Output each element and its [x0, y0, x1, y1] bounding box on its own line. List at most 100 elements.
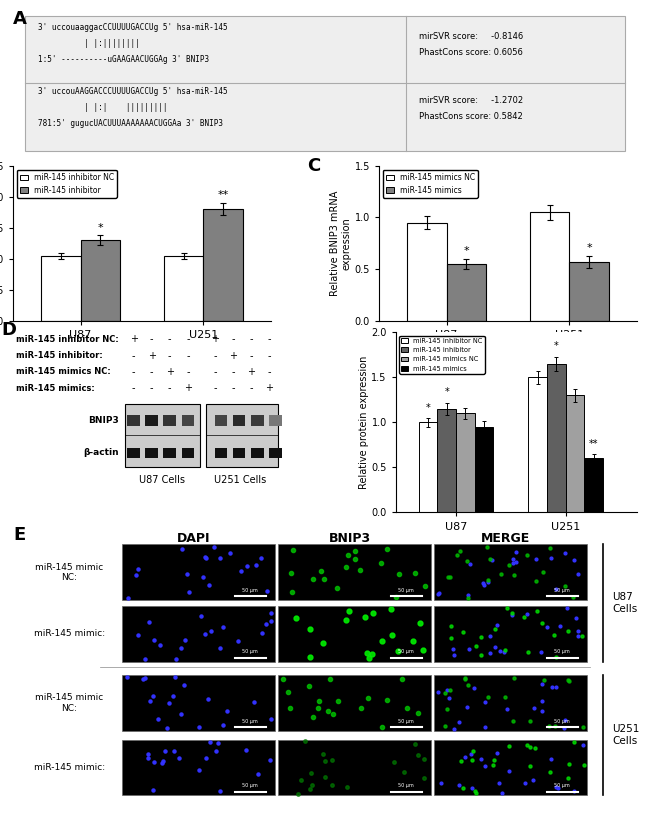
Text: -: -	[150, 334, 153, 344]
Bar	[547, 364, 566, 512]
Text: **: **	[589, 439, 599, 449]
Bar	[584, 458, 603, 512]
Text: +: +	[211, 334, 219, 344]
Text: BNIP3: BNIP3	[88, 416, 118, 425]
Text: -: -	[186, 334, 190, 344]
Bar	[203, 209, 242, 321]
Bar	[269, 447, 281, 458]
Bar	[181, 415, 194, 426]
Bar	[163, 415, 176, 426]
Text: miR-145 mimic:: miR-145 mimic:	[34, 630, 105, 638]
Text: U87
Cells: U87 Cells	[612, 592, 637, 614]
Text: 50 μm: 50 μm	[554, 588, 570, 593]
Text: -: -	[213, 351, 216, 361]
Text: -: -	[168, 334, 172, 344]
Text: -: -	[250, 351, 253, 361]
Text: -: -	[150, 383, 153, 393]
Bar	[122, 740, 275, 796]
Bar	[164, 256, 203, 321]
Bar	[474, 426, 493, 512]
Text: BNIP3: BNIP3	[329, 531, 371, 545]
Bar	[163, 447, 176, 458]
Legend: miR-145 inhibitor NC, miR-145 inhibitor, miR-145 mimics NC, miR-145 mimics: miR-145 inhibitor NC, miR-145 inhibitor,…	[399, 336, 484, 373]
Text: *: *	[445, 387, 449, 397]
Bar	[81, 240, 120, 321]
Text: -: -	[231, 367, 235, 377]
Text: miR-145 inhibitor:: miR-145 inhibitor:	[16, 352, 103, 360]
Text: | |:|    |||||||||: | |:| |||||||||	[38, 103, 168, 112]
Bar	[146, 415, 158, 426]
Text: **: **	[217, 191, 229, 201]
Text: U251 Cells: U251 Cells	[214, 475, 266, 485]
Text: -: -	[186, 367, 190, 377]
Text: miR-145 mimics:: miR-145 mimics:	[16, 384, 95, 392]
Text: miR-145 mimic:: miR-145 mimic:	[34, 763, 105, 772]
Text: miR-145 mimics NC:: miR-145 mimics NC:	[16, 367, 111, 377]
Text: 50 μm: 50 μm	[242, 719, 258, 724]
Text: β-actin: β-actin	[83, 448, 118, 457]
Text: 50 μm: 50 μm	[554, 719, 570, 724]
Bar	[122, 545, 275, 600]
Text: PhastCons score: 0.6056: PhastCons score: 0.6056	[419, 47, 523, 57]
Text: +: +	[265, 383, 273, 393]
Text: -: -	[186, 351, 190, 361]
Y-axis label: Relative BNIP3 mRNA
expression: Relative BNIP3 mRNA expression	[330, 191, 352, 296]
Text: 50 μm: 50 μm	[242, 650, 258, 655]
Text: -: -	[132, 367, 135, 377]
Text: mirSVR score:     -1.2702: mirSVR score: -1.2702	[419, 96, 523, 105]
Bar	[434, 676, 587, 731]
Text: +: +	[148, 351, 155, 361]
Bar	[278, 676, 431, 731]
Text: miR-145 mimic
NC:: miR-145 mimic NC:	[35, 562, 103, 582]
Bar	[419, 422, 437, 512]
Text: +: +	[166, 367, 174, 377]
Bar	[214, 447, 227, 458]
Text: E: E	[13, 526, 25, 544]
Text: D: D	[1, 322, 16, 339]
Text: +: +	[184, 383, 192, 393]
Bar	[127, 415, 140, 426]
Text: -: -	[231, 383, 235, 393]
Text: 1:5' ----------uGAAGAACUGGAg 3' BNIP3: 1:5' ----------uGAAGAACUGGAg 3' BNIP3	[38, 55, 209, 64]
Text: 3' uccouaaggacCCUUUUGACCUg 5' hsa-miR-145: 3' uccouaaggacCCUUUUGACCUg 5' hsa-miR-14…	[38, 23, 228, 32]
Text: 781:5' gugucUACUUUAAAAAAACUGGAa 3' BNIP3: 781:5' gugucUACUUUAAAAAAACUGGAa 3' BNIP3	[38, 119, 223, 128]
Text: -: -	[132, 383, 135, 393]
Bar	[278, 545, 431, 600]
Text: -: -	[168, 351, 172, 361]
Bar	[127, 447, 140, 458]
Text: *: *	[426, 402, 430, 412]
Bar	[269, 415, 281, 426]
Text: | |:||||||||: | |:||||||||	[38, 39, 140, 48]
Bar	[181, 447, 194, 458]
Bar	[434, 606, 587, 661]
Text: C: C	[307, 157, 320, 175]
Text: PhastCons score: 0.5842: PhastCons score: 0.5842	[419, 112, 523, 121]
Text: +: +	[229, 351, 237, 361]
Bar	[530, 212, 569, 321]
Text: 50 μm: 50 μm	[554, 783, 570, 788]
Text: -: -	[268, 367, 271, 377]
Bar	[437, 409, 456, 512]
Text: mirSVR score:     -0.8146: mirSVR score: -0.8146	[419, 32, 523, 41]
Text: 50 μm: 50 μm	[398, 588, 414, 593]
Bar	[233, 447, 246, 458]
Text: -: -	[250, 334, 253, 344]
Text: *: *	[586, 243, 592, 253]
Bar	[41, 256, 81, 321]
Text: U251
Cells: U251 Cells	[612, 725, 640, 746]
Bar	[251, 447, 263, 458]
Bar	[146, 447, 158, 458]
Text: *: *	[463, 246, 469, 256]
Bar	[434, 545, 587, 600]
Bar	[408, 222, 447, 321]
Text: 50 μm: 50 μm	[398, 719, 414, 724]
Bar	[122, 676, 275, 731]
Text: DAPI: DAPI	[177, 531, 211, 545]
Text: 50 μm: 50 μm	[242, 783, 258, 788]
Bar	[278, 606, 431, 661]
Text: A: A	[13, 10, 27, 27]
Legend: miR-145 mimics NC, miR-145 mimics: miR-145 mimics NC, miR-145 mimics	[383, 170, 478, 197]
Bar	[206, 404, 278, 467]
Text: 50 μm: 50 μm	[242, 588, 258, 593]
Bar	[122, 606, 275, 661]
